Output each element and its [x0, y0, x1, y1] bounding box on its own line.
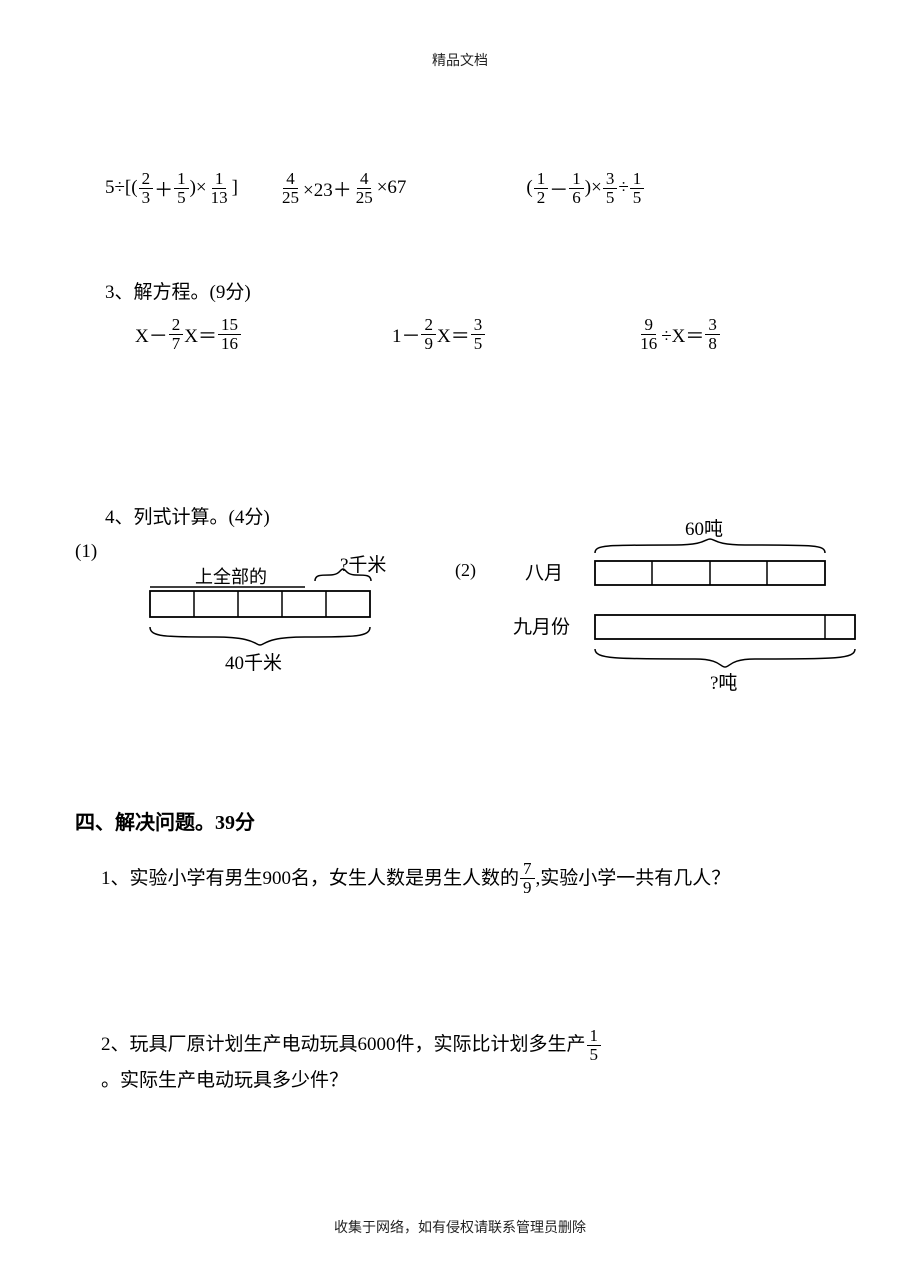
frac-icon: 79 — [520, 860, 535, 897]
expr-3: ( 12 － 16 )× 35 ÷ 15 — [526, 170, 645, 207]
d1-index: (1) — [75, 541, 97, 563]
frac-icon: 38 — [705, 316, 720, 353]
expr-2: 425 ×23＋ 425 ×67 — [278, 170, 406, 207]
frac-icon: 29 — [421, 316, 436, 353]
frac-icon: 35 — [603, 170, 618, 207]
frac-icon: 916 — [637, 316, 660, 353]
q2-pre: 2、玩具厂原计划生产电动玩具6000件，实际比计划多生产 — [101, 1028, 586, 1062]
q1: 1、实验小学有男生900名，女生人数是男生人数的 79 ,实验小学一共有几人？ — [75, 860, 845, 897]
page-header: 精品文档 — [75, 50, 845, 70]
sec3-equations: X－ 27 X＝ 1516 1－ 29 X＝ 35 916 ÷X＝ 38 — [75, 316, 845, 353]
frac-icon: 12 — [534, 170, 549, 207]
expr-1: 5÷[( 23 ＋ 15 )× 113 ] — [105, 170, 238, 207]
solve-section: 四、解决问题。39分 1、实验小学有男生900名，女生人数是男生人数的 79 ,… — [75, 806, 845, 1098]
sec3-title: 3、解方程。(9分) — [105, 277, 845, 304]
frac-icon: 425 — [353, 170, 376, 207]
calc-row: 5÷[( 23 ＋ 15 )× 113 ] 425 ×23＋ 425 ×67 (… — [75, 170, 845, 207]
frac-icon: 27 — [169, 316, 184, 353]
q2-post: 。实际生产电动玩具多少件？ — [101, 1064, 348, 1098]
bar-diagram-icon: 60吨 (2) 八月 九月份 ?吨 — [455, 541, 855, 711]
frac-icon: 113 — [208, 170, 231, 207]
d2-top-val: 60吨 — [685, 518, 723, 540]
diagram-2: 60吨 (2) 八月 九月份 ?吨 — [455, 541, 855, 716]
eq-1: X－ 27 X＝ 1516 — [135, 316, 242, 353]
d1-bottom-label: 40千米 — [225, 652, 282, 674]
frac-icon: 16 — [569, 170, 584, 207]
q1-post: ,实验小学一共有几人？ — [536, 862, 731, 896]
diagram-1: (1) 上全部的 ?千米 40千米 — [75, 541, 425, 681]
page-footer: 收集于网络，如有侵权请联系管理员删除 — [0, 1217, 920, 1237]
frac-icon: 15 — [587, 1027, 602, 1064]
bar-diagram-icon: 上全部的 ?千米 40千米 — [105, 541, 425, 681]
brace-icon — [595, 649, 855, 667]
solve-heading: 四、解决问题。39分 — [75, 806, 845, 835]
frac-icon: 35 — [471, 316, 486, 353]
frac-icon: 23 — [139, 170, 154, 207]
header-text: 精品文档 — [432, 54, 488, 69]
eq-2: 1－ 29 X＝ 35 — [392, 316, 486, 353]
expr-1-front: 5÷[( — [105, 177, 138, 199]
brace-icon — [150, 627, 370, 645]
page: 精品文档 5÷[( 23 ＋ 15 )× 113 ] 425 ×23＋ 425 … — [0, 0, 920, 1277]
footer-text: 收集于网络，如有侵权请联系管理员删除 — [334, 1221, 586, 1236]
frac-icon: 15 — [630, 170, 645, 207]
diagram-row: (1) 上全部的 ?千米 40千米 — [75, 541, 845, 716]
d1-top-label: 上全部的 — [195, 567, 267, 587]
eq-3: 916 ÷X＝ 38 — [636, 316, 721, 353]
d2-idx: (2) — [455, 560, 476, 581]
sec4-title: 4、列式计算。(4分) — [105, 502, 845, 529]
q1-pre: 1、实验小学有男生900名，女生人数是男生人数的 — [101, 862, 519, 896]
q2: 2、玩具厂原计划生产电动玩具6000件，实际比计划多生产 15 。实际生产电动玩… — [75, 1027, 845, 1098]
d2-row2-label: 九月份 — [513, 616, 570, 638]
d2-row1-label: 八月 — [525, 563, 563, 584]
frac-icon: 15 — [174, 170, 189, 207]
frac-icon: 425 — [279, 170, 302, 207]
frac-icon: 1516 — [218, 316, 241, 353]
brace-icon — [595, 539, 825, 553]
d2-q-label: ?吨 — [710, 672, 737, 694]
